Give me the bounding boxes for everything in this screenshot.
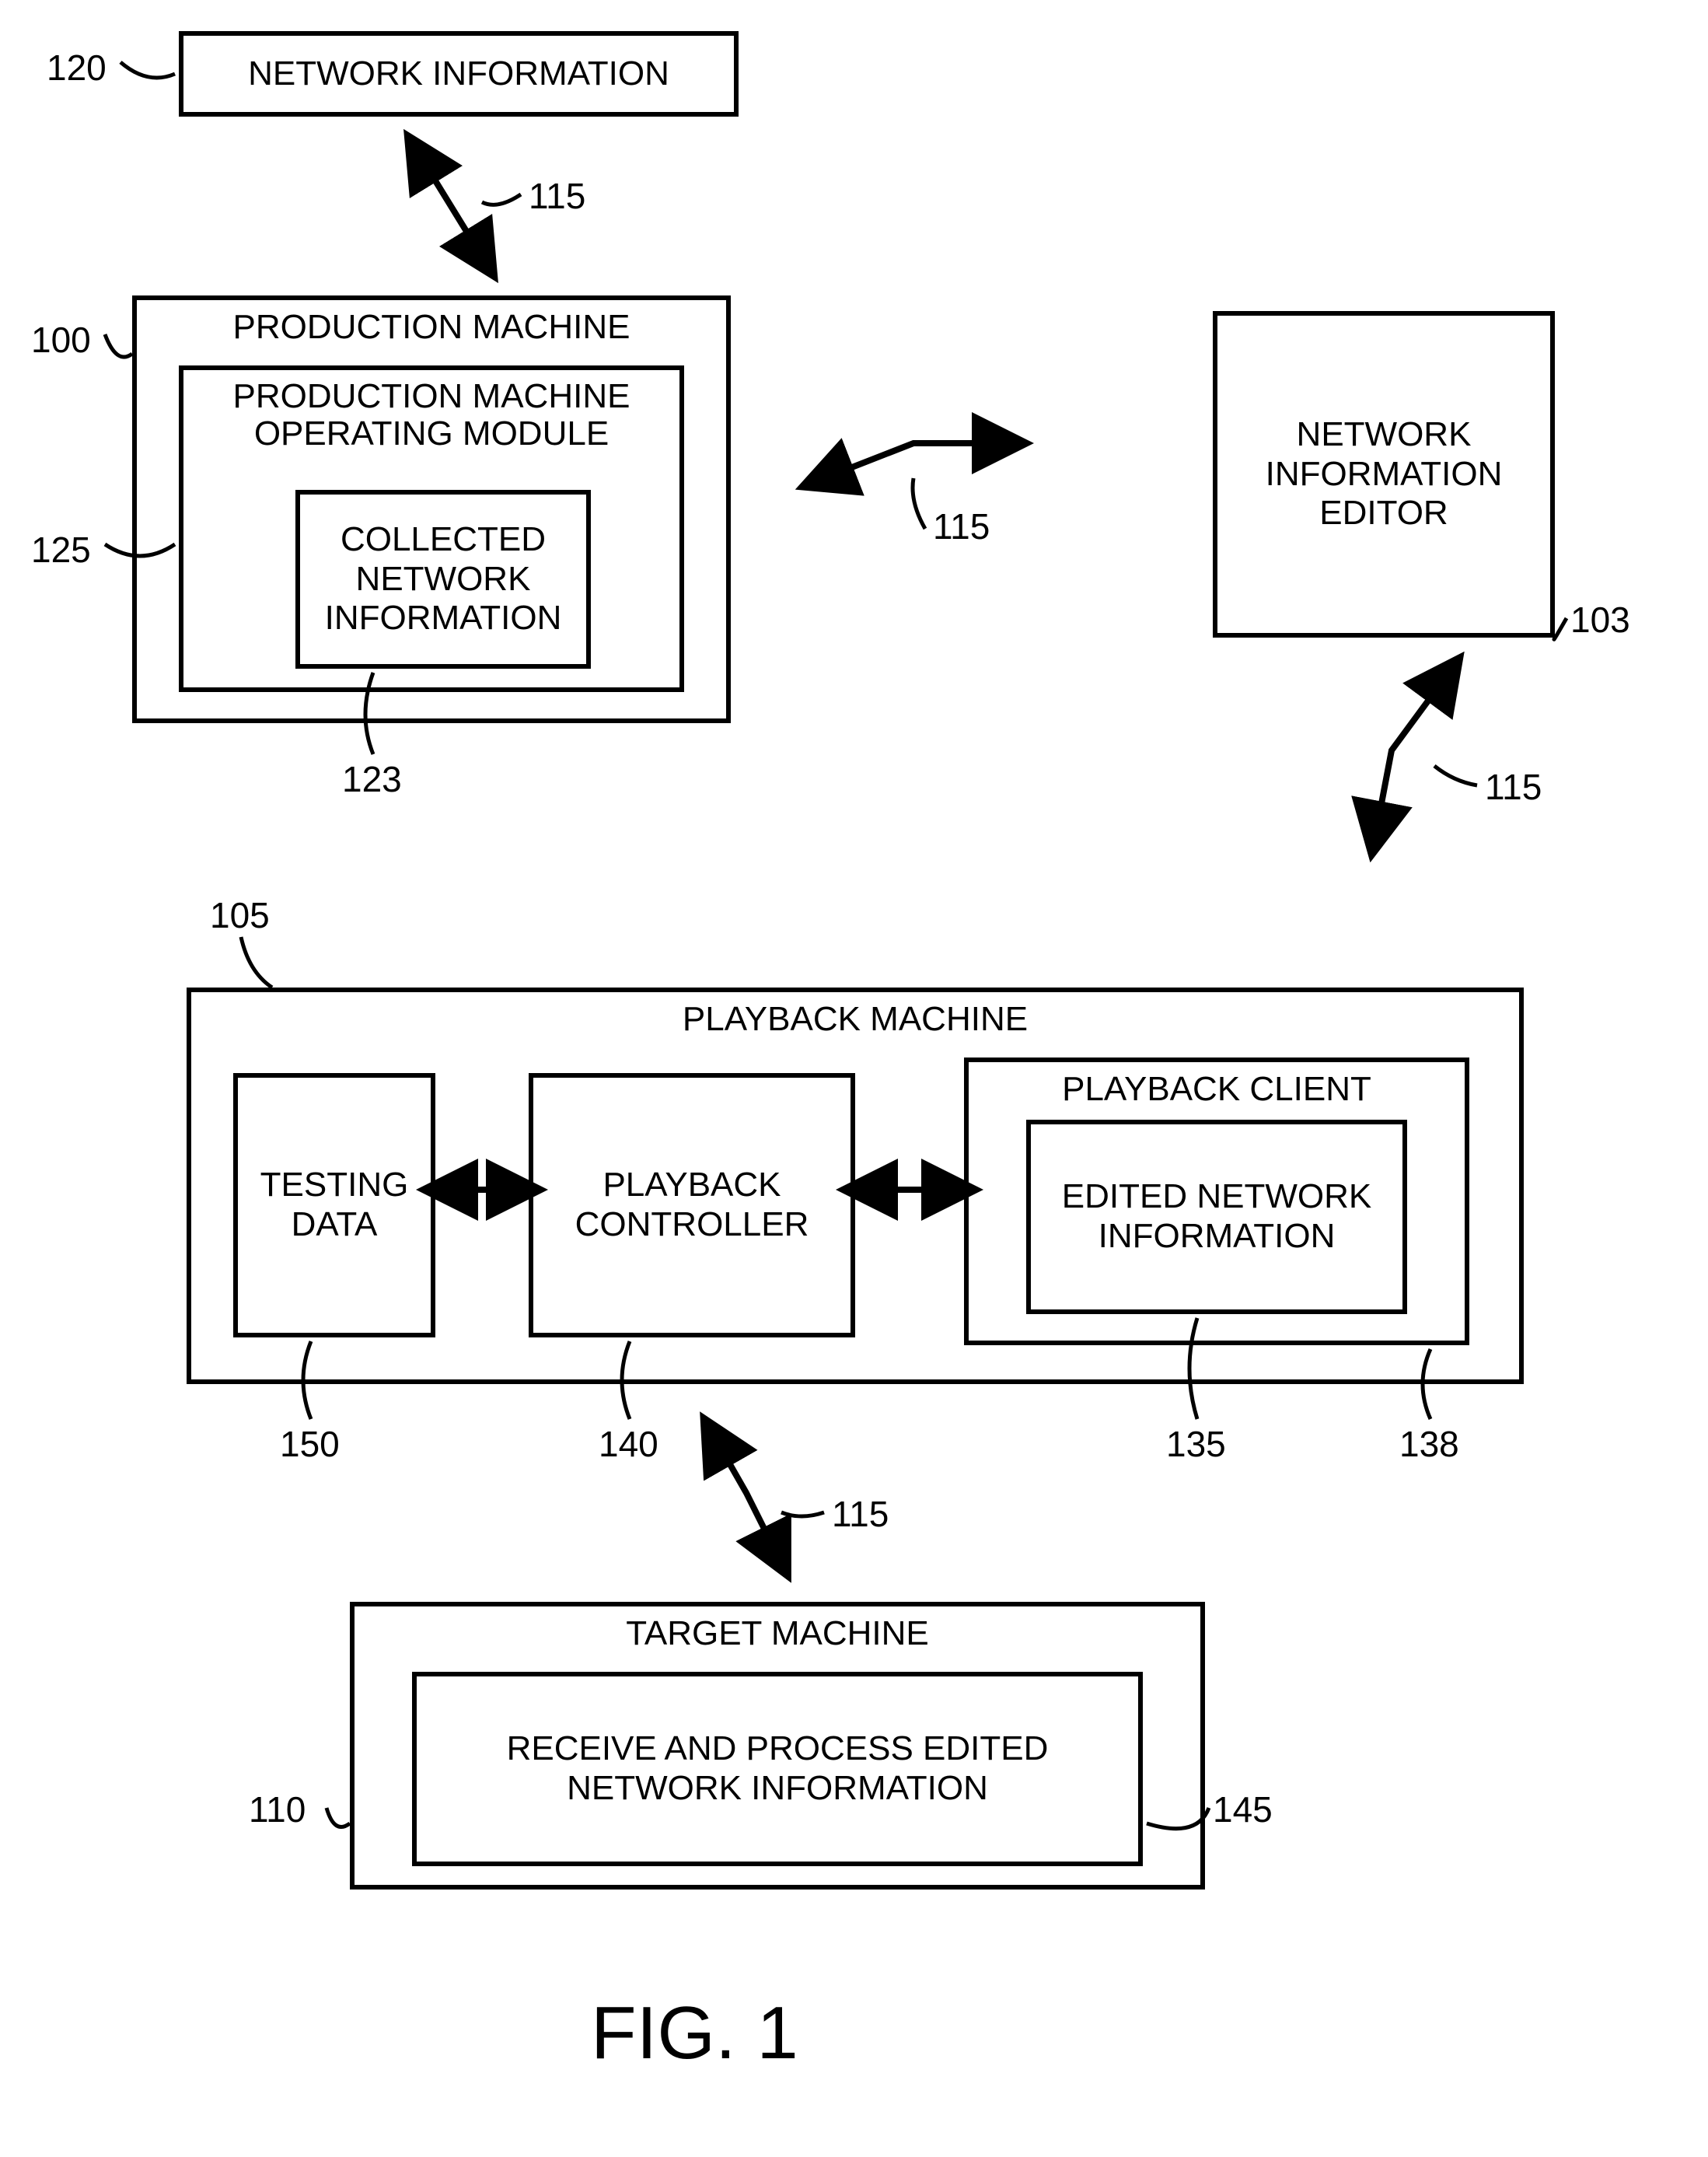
leader-138 (1423, 1349, 1430, 1419)
leader-115a (482, 194, 521, 205)
leader-123 (365, 673, 373, 754)
leader-115c (1434, 766, 1477, 785)
svg-overlay (0, 0, 1708, 2157)
leader-115b (913, 478, 925, 529)
arrow-net-to-prod (420, 156, 482, 257)
leader-150 (303, 1341, 311, 1419)
leader-125 (105, 544, 175, 556)
leader-140 (622, 1341, 630, 1419)
leader-105 (241, 937, 272, 988)
leader-100 (105, 334, 132, 357)
arrow-playback-target (715, 1439, 777, 1555)
leader-145 (1147, 1808, 1209, 1829)
leader-103 (1554, 618, 1567, 639)
arrow-editor-to-playback (1376, 676, 1446, 832)
arrow-prod-to-editor (824, 443, 1003, 478)
diagram-canvas: NETWORK INFORMATION PRODUCTION MACHINE P… (0, 0, 1708, 2157)
leader-115d (781, 1512, 824, 1516)
leader-120 (121, 62, 175, 78)
leader-110 (327, 1808, 350, 1827)
leader-135 (1189, 1318, 1197, 1419)
